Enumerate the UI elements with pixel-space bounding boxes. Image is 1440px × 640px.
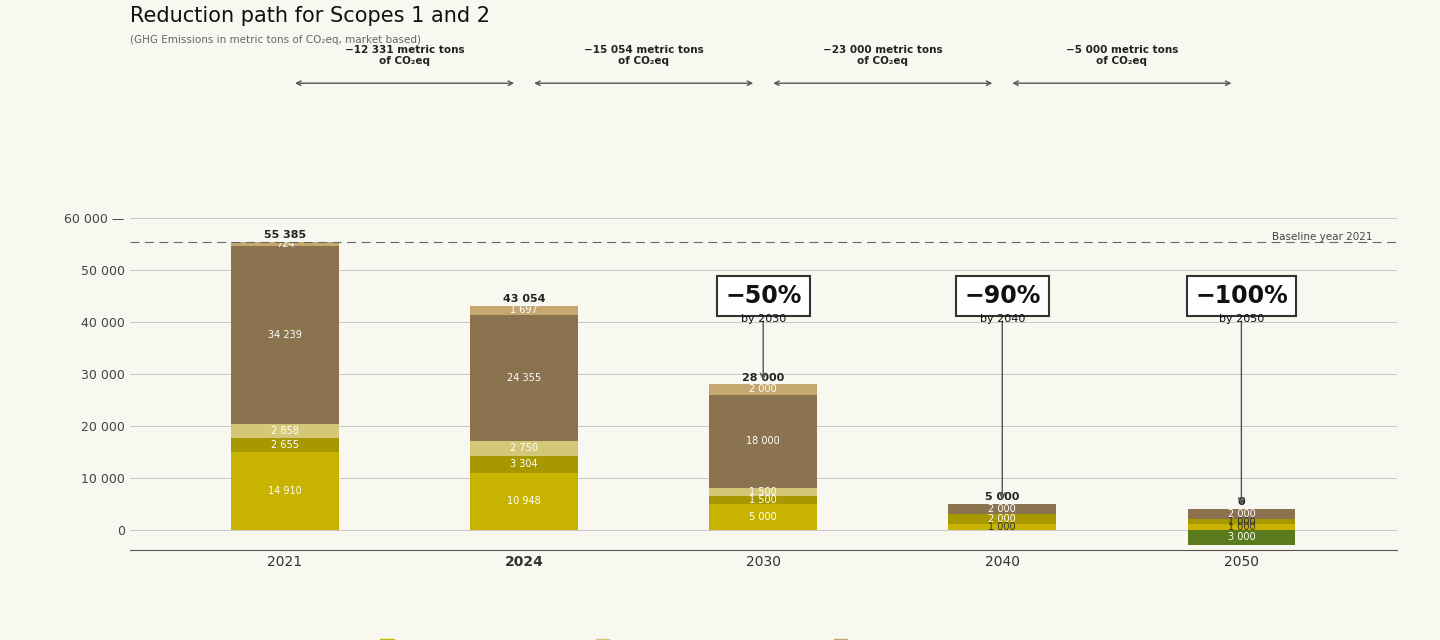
Text: 24 355: 24 355 bbox=[507, 373, 541, 383]
Text: 43 054: 43 054 bbox=[503, 294, 546, 305]
Text: 2 655: 2 655 bbox=[271, 440, 300, 451]
Bar bbox=[710, 395, 816, 488]
Text: 5 000: 5 000 bbox=[749, 511, 778, 522]
Text: 14 910: 14 910 bbox=[268, 486, 302, 496]
Text: 1 697: 1 697 bbox=[510, 305, 539, 316]
Bar bbox=[1188, 519, 1295, 524]
Text: (GHG Emissions in metric tons of CO₂eq, market based): (GHG Emissions in metric tons of CO₂eq, … bbox=[130, 35, 420, 45]
Text: 2 000: 2 000 bbox=[988, 514, 1017, 524]
Text: −90%: −90% bbox=[965, 284, 1041, 308]
Text: −5 000 metric tons
of CO₂eq: −5 000 metric tons of CO₂eq bbox=[1066, 45, 1178, 67]
Bar bbox=[710, 504, 816, 530]
Text: 1 000: 1 000 bbox=[988, 522, 1017, 532]
Text: 2 858: 2 858 bbox=[271, 426, 300, 436]
Bar bbox=[710, 488, 816, 496]
Bar bbox=[471, 456, 577, 473]
Text: 724: 724 bbox=[275, 239, 294, 249]
Text: Reduction path for Scopes 1 and 2: Reduction path for Scopes 1 and 2 bbox=[130, 6, 490, 26]
Bar bbox=[710, 384, 816, 395]
Text: by 2040: by 2040 bbox=[979, 314, 1025, 324]
Text: 3 000: 3 000 bbox=[1227, 532, 1256, 543]
Bar bbox=[232, 246, 338, 424]
Bar bbox=[949, 504, 1056, 514]
Text: −100%: −100% bbox=[1195, 284, 1287, 308]
Text: 2 000: 2 000 bbox=[749, 385, 778, 394]
Bar bbox=[232, 438, 338, 452]
Text: 5 000: 5 000 bbox=[985, 492, 1020, 502]
Text: −50%: −50% bbox=[724, 284, 802, 308]
Text: −12 331 metric tons
of CO₂eq: −12 331 metric tons of CO₂eq bbox=[344, 45, 464, 67]
Text: 1 000: 1 000 bbox=[1227, 517, 1256, 527]
Text: 28 000: 28 000 bbox=[742, 372, 785, 383]
Bar bbox=[710, 496, 816, 504]
Legend: Scope 1 – Stationary combustion, Scope 1 – Mobile combustion, Scope 1 – Processe: Scope 1 – Stationary combustion, Scope 1… bbox=[376, 635, 1151, 640]
Text: 2 000: 2 000 bbox=[988, 504, 1017, 514]
Text: −23 000 metric tons
of CO₂eq: −23 000 metric tons of CO₂eq bbox=[822, 45, 943, 67]
Text: 34 239: 34 239 bbox=[268, 330, 302, 340]
Text: 10 948: 10 948 bbox=[507, 496, 541, 506]
Text: 55 385: 55 385 bbox=[264, 230, 307, 241]
Text: 2 000: 2 000 bbox=[1227, 509, 1256, 519]
Text: by 2050: by 2050 bbox=[1218, 314, 1264, 324]
Text: by 2030: by 2030 bbox=[740, 314, 786, 324]
Text: 18 000: 18 000 bbox=[746, 436, 780, 446]
Bar bbox=[1188, 530, 1295, 545]
Bar bbox=[232, 452, 338, 530]
Bar bbox=[1188, 509, 1295, 519]
Text: 3 304: 3 304 bbox=[510, 459, 539, 469]
Bar bbox=[949, 514, 1056, 524]
Bar bbox=[471, 473, 577, 530]
Text: 2 750: 2 750 bbox=[510, 444, 539, 454]
Text: 1 500: 1 500 bbox=[749, 495, 778, 505]
Text: Baseline year 2021: Baseline year 2021 bbox=[1273, 232, 1372, 242]
Bar bbox=[471, 315, 577, 442]
Text: 0: 0 bbox=[1237, 497, 1246, 508]
Bar bbox=[1188, 524, 1295, 530]
Text: −15 054 metric tons
of CO₂eq: −15 054 metric tons of CO₂eq bbox=[583, 45, 704, 67]
Bar bbox=[471, 442, 577, 456]
Bar bbox=[232, 424, 338, 438]
Bar bbox=[471, 306, 577, 315]
Text: 1 500: 1 500 bbox=[749, 487, 778, 497]
Bar bbox=[949, 524, 1056, 530]
Bar bbox=[232, 242, 338, 246]
Text: 1 000: 1 000 bbox=[1227, 522, 1256, 532]
